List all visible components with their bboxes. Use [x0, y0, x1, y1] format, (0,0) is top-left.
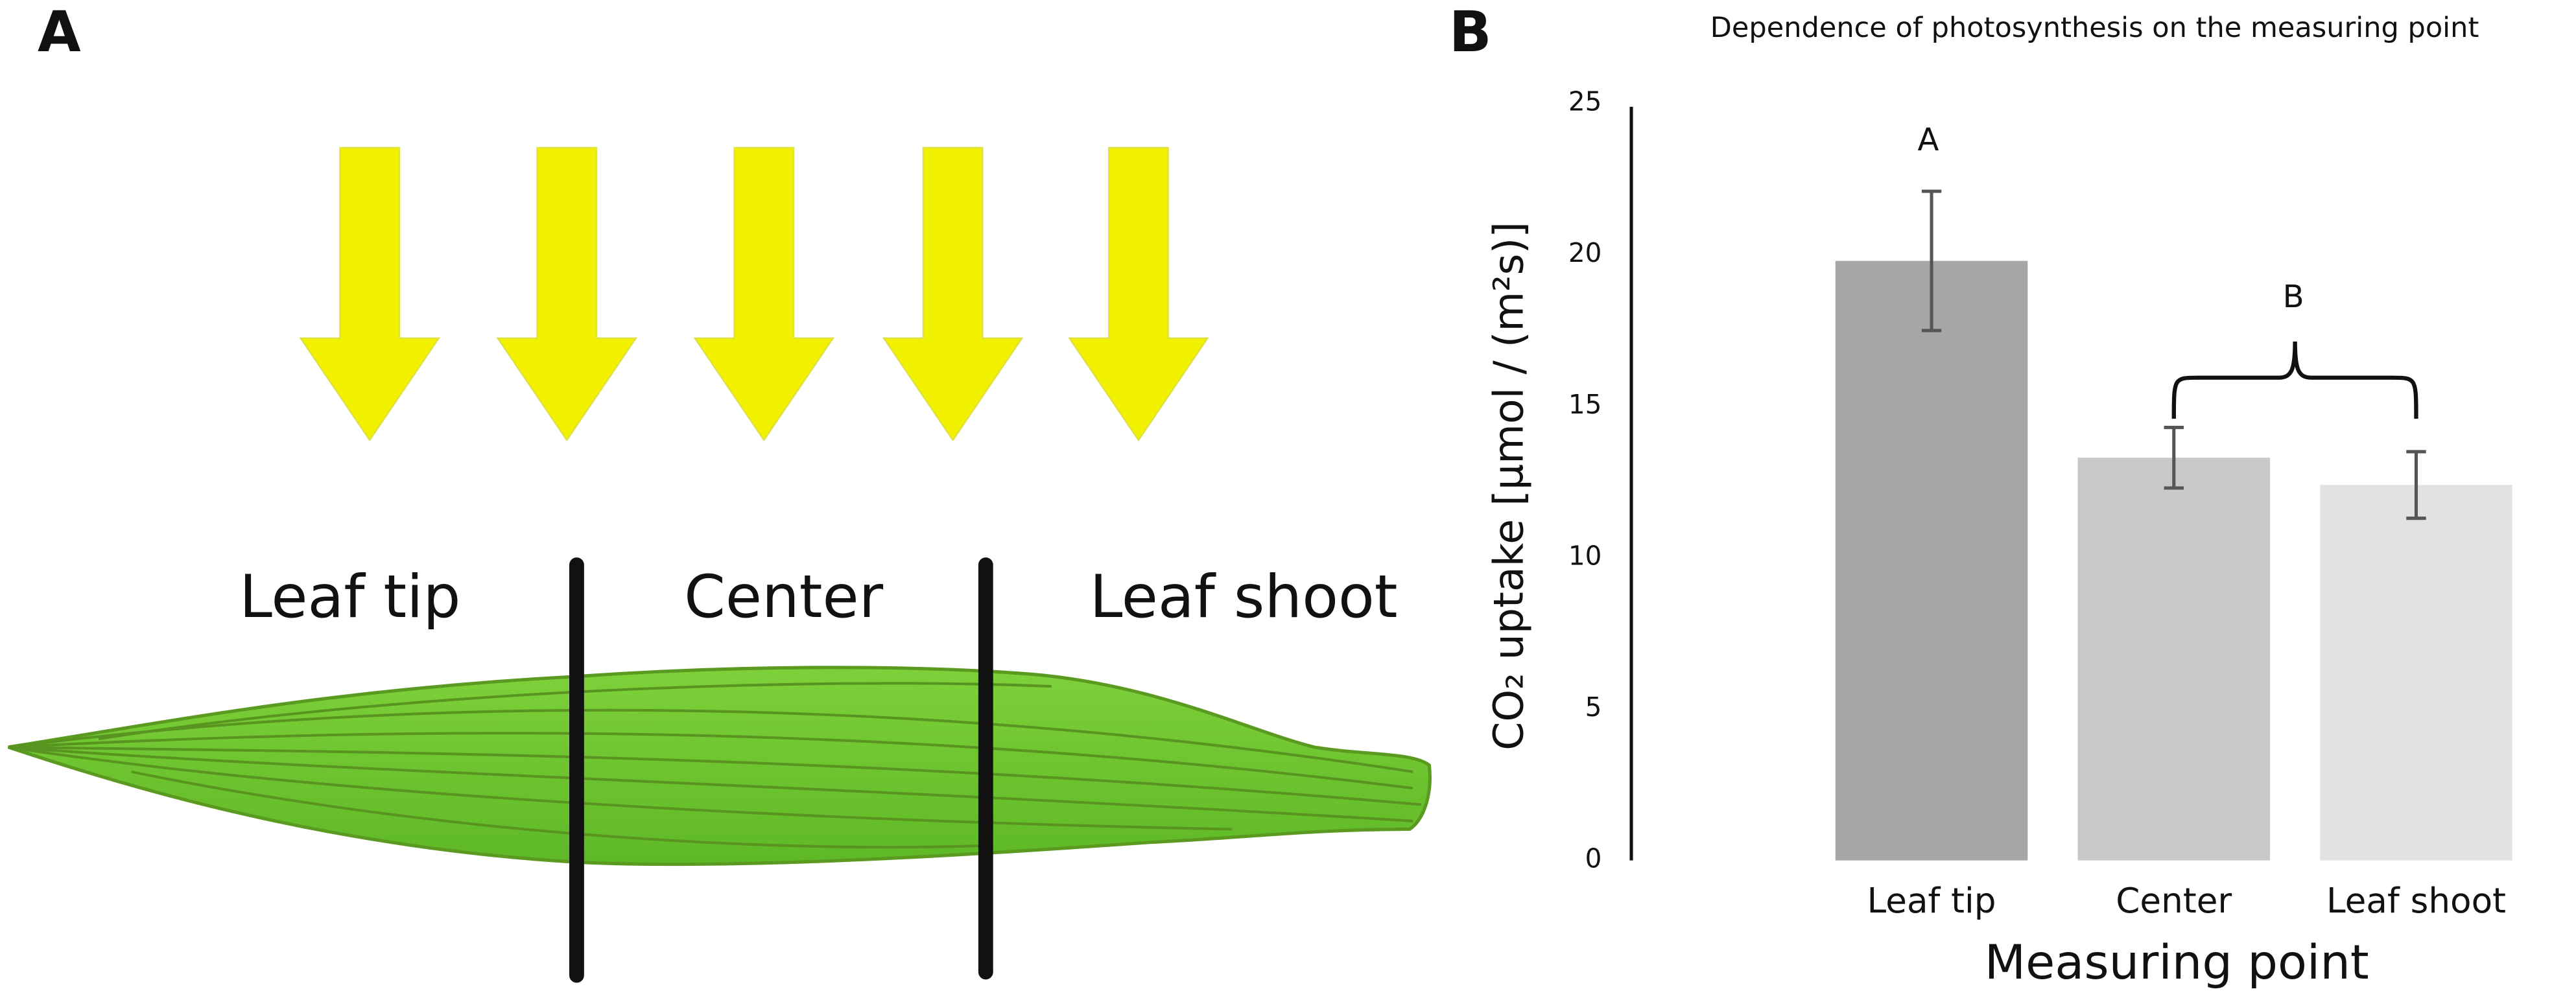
- chart-title: Dependence of photosynthesis on the meas…: [1710, 12, 2479, 44]
- y-tick-label: 20: [1568, 237, 1602, 268]
- bar: [2320, 485, 2512, 861]
- y-axis-title: CO₂ uptake [µmol / (m²s)]: [1485, 222, 1533, 750]
- panel-label: A: [38, 0, 81, 65]
- x-axis-title: Measuring point: [1985, 935, 2369, 990]
- bar: [2077, 458, 2270, 861]
- x-tick-label: Leaf shoot: [2326, 881, 2506, 921]
- error-bar: [2164, 425, 2184, 490]
- brace: [2171, 342, 2418, 419]
- error-bar: [1921, 189, 1942, 332]
- bar: [1835, 261, 2028, 861]
- region-label: Leaf shoot: [1090, 562, 1398, 631]
- error-bar: [2406, 450, 2426, 520]
- panel-label: B: [1449, 0, 1492, 65]
- region-label: Leaf tip: [239, 562, 460, 631]
- y-tick-label: 0: [1585, 843, 1602, 874]
- x-tick-label: Leaf tip: [1867, 881, 1996, 921]
- light-arrows: [299, 146, 1209, 442]
- y-tick-label: 25: [1568, 86, 1602, 117]
- x-tick-label: Center: [2116, 881, 2232, 921]
- y-tick-label: 15: [1568, 389, 1602, 420]
- leaf: [7, 666, 1432, 866]
- significance-label: A: [1918, 122, 1939, 158]
- y-tick-label: 10: [1568, 540, 1602, 571]
- significance-label: B: [2283, 279, 2304, 315]
- region-label: Center: [684, 562, 883, 631]
- y-tick-label: 5: [1585, 692, 1602, 723]
